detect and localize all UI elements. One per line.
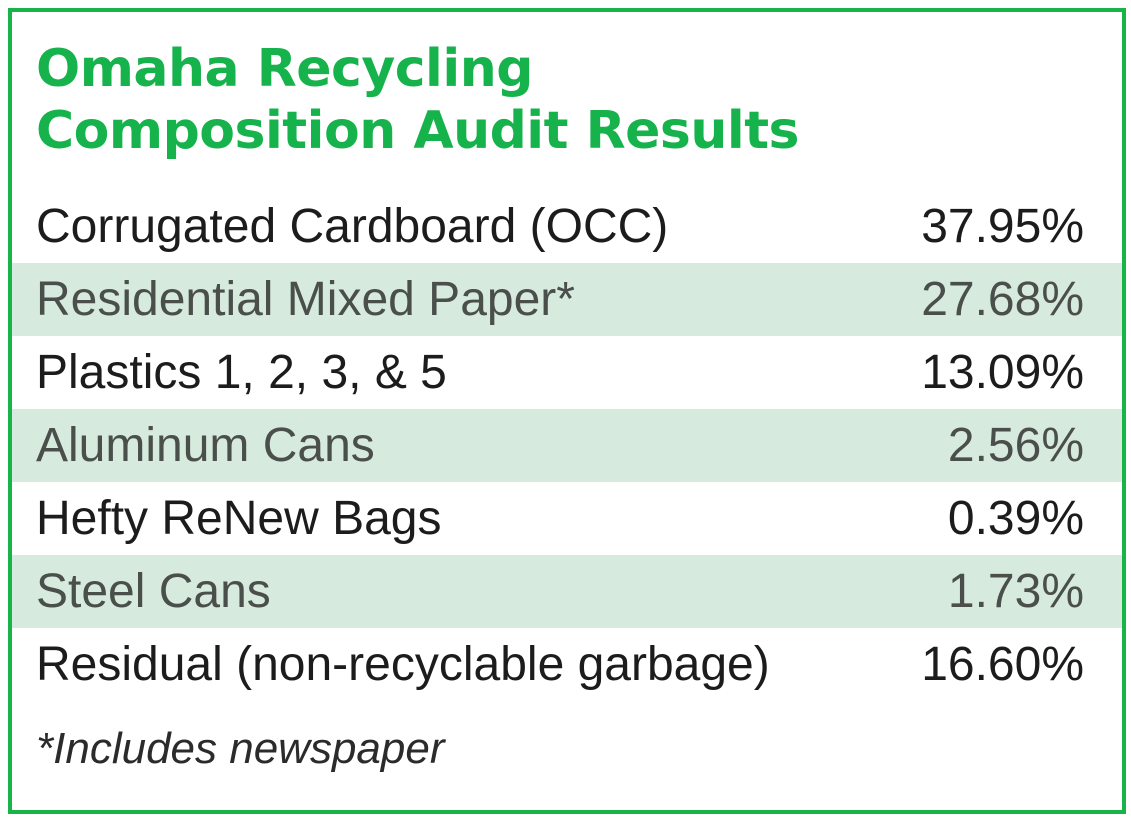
title-line-1: Omaha Recycling [36, 39, 533, 99]
table-row: Aluminum Cans 2.56% [12, 409, 1122, 482]
row-label: Residential Mixed Paper* [36, 273, 575, 326]
footnote: *Includes newspaper [36, 724, 445, 773]
composition-table: Corrugated Cardboard (OCC) 37.95% Reside… [12, 190, 1122, 701]
row-label: Plastics 1, 2, 3, & 5 [36, 346, 447, 399]
row-value: 13.09% [921, 346, 1084, 399]
title-line-2: Composition Audit Results [36, 101, 800, 161]
table-row: Hefty ReNew Bags 0.39% [12, 482, 1122, 555]
row-label: Aluminum Cans [36, 419, 375, 472]
row-value: 27.68% [921, 273, 1084, 326]
table-title: Omaha Recycling Composition Audit Result… [36, 38, 800, 162]
table-row: Residential Mixed Paper* 27.68% [12, 263, 1122, 336]
row-value: 16.60% [921, 638, 1084, 691]
table-row: Residual (non-recyclable garbage) 16.60% [12, 628, 1122, 701]
table-row: Steel Cans 1.73% [12, 555, 1122, 628]
row-label: Hefty ReNew Bags [36, 492, 442, 545]
row-label: Steel Cans [36, 565, 271, 618]
row-value: 37.95% [921, 200, 1084, 253]
row-value: 0.39% [947, 492, 1084, 545]
table-row: Plastics 1, 2, 3, & 5 13.09% [12, 336, 1122, 409]
row-label: Corrugated Cardboard (OCC) [36, 200, 669, 253]
row-value: 2.56% [947, 419, 1084, 472]
row-label: Residual (non-recyclable garbage) [36, 638, 770, 691]
audit-results-panel: Omaha Recycling Composition Audit Result… [8, 8, 1126, 814]
table-row: Corrugated Cardboard (OCC) 37.95% [12, 190, 1122, 263]
row-value: 1.73% [947, 565, 1084, 618]
